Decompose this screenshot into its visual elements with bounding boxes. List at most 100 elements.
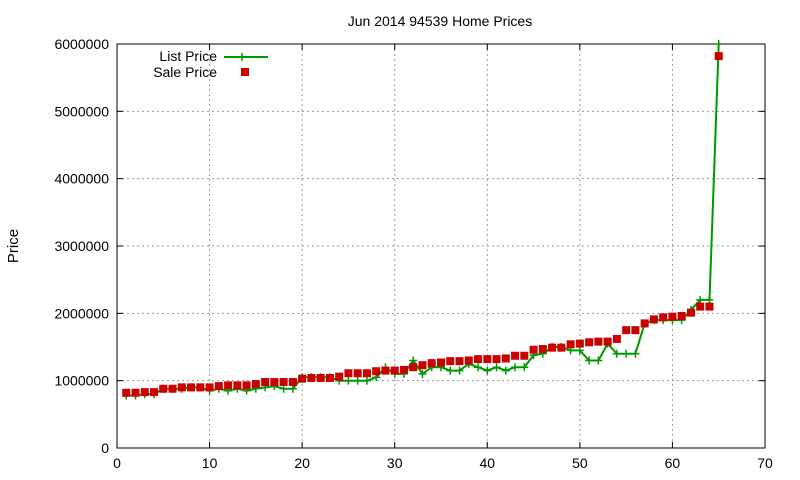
y-tick-label: 4000000 <box>54 171 109 187</box>
data-point-sale-price <box>214 382 223 391</box>
x-tick-label: 40 <box>479 455 495 471</box>
data-point-sale-price <box>455 357 464 366</box>
y-axis-label: Price <box>5 229 22 263</box>
data-point-list-price <box>585 356 594 365</box>
y-tick-label: 6000000 <box>54 36 109 52</box>
data-point-sale-price <box>353 369 362 378</box>
data-point-sale-price <box>344 369 353 378</box>
data-point-sale-price <box>288 378 297 387</box>
data-point-sale-price <box>501 354 510 363</box>
data-point-list-price <box>446 366 455 375</box>
data-point-list-price <box>492 363 501 372</box>
x-tick-label: 20 <box>294 455 310 471</box>
y-tick-label: 3000000 <box>54 238 109 254</box>
data-point-list-price <box>501 366 510 375</box>
data-point-sale-price <box>177 383 186 392</box>
data-point-list-price <box>594 356 603 365</box>
data-point-list-price <box>288 384 297 393</box>
data-point-sale-price <box>603 337 612 346</box>
data-point-sale-price <box>362 369 371 378</box>
data-point-list-price <box>279 384 288 393</box>
data-point-list-price <box>696 295 705 304</box>
data-point-list-price <box>418 369 427 378</box>
data-point-list-price <box>612 349 621 358</box>
data-point-sale-price <box>464 356 473 365</box>
series-layer <box>122 40 723 400</box>
legend: List Price Sale Price <box>153 48 268 80</box>
data-point-list-price <box>344 376 353 385</box>
data-point-list-price <box>511 363 520 372</box>
data-point-sale-price <box>205 383 214 392</box>
x-tick-label: 10 <box>202 455 218 471</box>
series-0 <box>122 40 723 400</box>
data-point-sale-price <box>122 388 131 397</box>
data-point-sale-price <box>381 366 390 375</box>
data-point-sale-price <box>325 373 334 382</box>
data-point-sale-price <box>483 355 492 364</box>
data-point-sale-price <box>575 339 584 348</box>
data-point-sale-price <box>714 52 723 61</box>
data-point-list-price <box>631 349 640 358</box>
y-tick-label: 2000000 <box>54 305 109 321</box>
legend-marker-list-price <box>238 53 246 61</box>
data-point-list-price <box>362 376 371 385</box>
data-point-sale-price <box>372 367 381 376</box>
legend-marker-sale-price <box>241 68 249 76</box>
x-tick-label: 0 <box>113 455 121 471</box>
data-point-sale-price <box>686 308 695 317</box>
x-tick-label: 50 <box>572 455 588 471</box>
data-point-sale-price <box>474 355 483 364</box>
x-tick-label: 70 <box>757 455 773 471</box>
data-point-sale-price <box>696 302 705 311</box>
data-point-sale-price <box>307 373 316 382</box>
data-point-sale-price <box>418 361 427 370</box>
series-line-list-price <box>126 43 720 397</box>
legend-label-list-price: List Price <box>159 48 217 64</box>
data-point-sale-price <box>668 312 677 321</box>
data-point-list-price <box>409 356 418 365</box>
data-point-list-price <box>483 366 492 375</box>
data-point-sale-price <box>446 357 455 366</box>
axis-ticks: 0 10 20 30 40 50 60 70 0 1000000 2000000 3000000 400… <box>54 36 773 471</box>
data-point-list-price <box>353 376 362 385</box>
data-point-sale-price <box>261 378 270 387</box>
y-tick-label: 0 <box>101 440 109 456</box>
data-point-sale-price <box>131 388 140 397</box>
data-point-sale-price <box>196 383 205 392</box>
legend-entry-sale-price: Sale Price <box>153 64 249 80</box>
data-point-sale-price <box>520 351 529 360</box>
data-point-sale-price <box>649 315 658 324</box>
data-point-sale-price <box>705 302 714 311</box>
data-point-sale-price <box>409 363 418 372</box>
data-point-sale-price <box>594 337 603 346</box>
data-point-sale-price <box>298 374 307 383</box>
data-point-sale-price <box>659 313 668 322</box>
data-point-sale-price <box>557 343 566 352</box>
data-point-sale-price <box>492 355 501 364</box>
data-point-sale-price <box>335 372 344 381</box>
data-point-list-price <box>575 346 584 355</box>
x-tick-label: 30 <box>387 455 403 471</box>
data-point-sale-price <box>437 358 445 367</box>
data-point-sale-price <box>612 334 621 343</box>
data-point-sale-price <box>150 388 159 397</box>
data-point-sale-price <box>187 383 196 392</box>
data-point-sale-price <box>390 366 399 375</box>
data-point-sale-price <box>270 378 279 387</box>
data-point-sale-price <box>233 381 242 390</box>
data-point-sale-price <box>140 388 149 397</box>
data-point-list-price <box>714 40 723 48</box>
data-point-sale-price <box>168 384 177 393</box>
legend-label-sale-price: Sale Price <box>153 64 217 80</box>
y-tick-label: 1000000 <box>54 373 109 389</box>
data-point-list-price <box>455 366 464 375</box>
data-point-list-price <box>622 349 631 358</box>
data-point-sale-price <box>159 384 168 393</box>
data-point-sale-price <box>622 326 631 335</box>
legend-entry-list-price: List Price <box>159 48 268 64</box>
data-point-sale-price <box>316 373 325 382</box>
data-point-sale-price <box>251 380 260 389</box>
data-point-list-price <box>520 363 529 372</box>
data-point-sale-price <box>279 378 288 387</box>
